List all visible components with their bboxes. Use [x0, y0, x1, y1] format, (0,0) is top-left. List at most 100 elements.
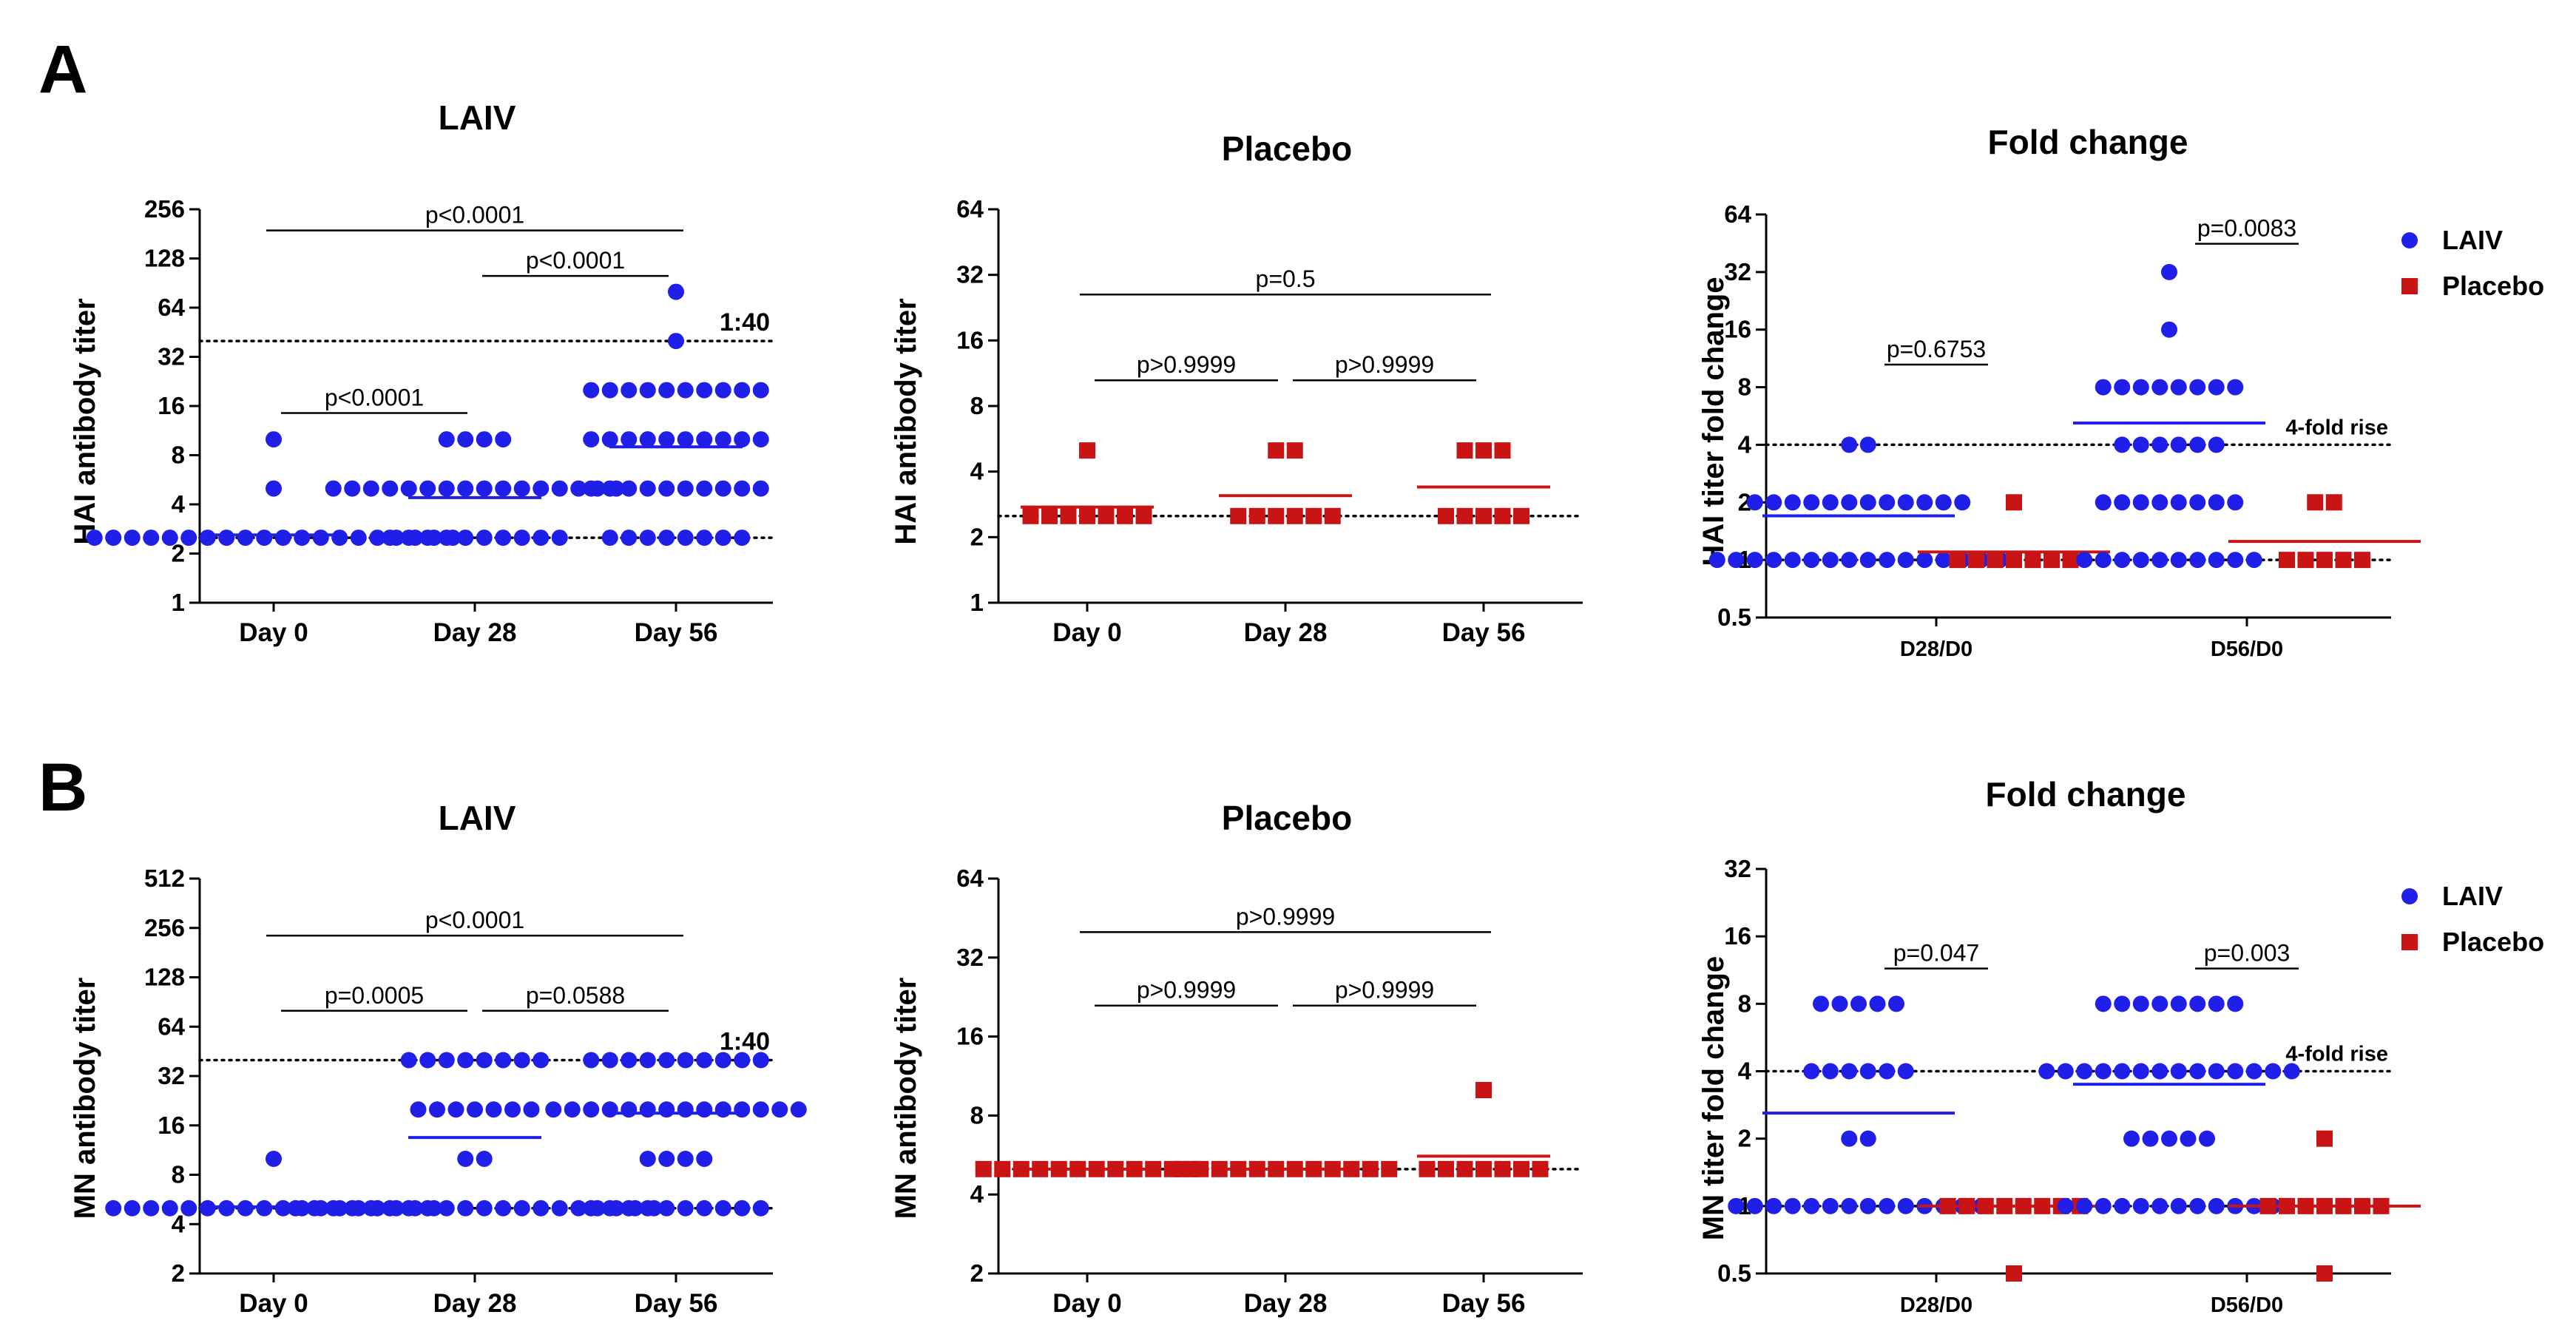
- hai-laiv-day-56-point: [601, 530, 618, 547]
- mn-fold-d28-d0-laiv-point: [1859, 1197, 1876, 1214]
- hai-placebo-day-56-point: [1494, 507, 1511, 524]
- hai-fold-d56-d0-laiv-point: [2114, 379, 2131, 396]
- mn-laiv-y-tick-label: 8: [172, 1161, 185, 1188]
- mn-laiv-p-value-label: p=0.0588: [526, 982, 625, 1009]
- mn-fold-y-tick-label: 16: [1724, 922, 1751, 950]
- hai-fold-x-tick-label-d28-d0: D28/D0: [1900, 637, 1972, 661]
- hai-laiv-x-tick-label-day-56: Day 56: [635, 618, 718, 647]
- mn-fold-d56-d0-laiv-point: [2245, 1063, 2262, 1080]
- mn-laiv-day-56-point: [658, 1151, 675, 1168]
- hai-placebo-day-28-point: [1286, 442, 1303, 459]
- hai-placebo-p-value-label: p>0.9999: [1137, 351, 1236, 378]
- hai-fold-y-tick-label: 0.5: [1717, 603, 1751, 631]
- hai-fold-d56-d0-laiv-point: [2227, 379, 2244, 396]
- mn-fold-d28-d0-laiv-point: [1897, 1063, 1914, 1080]
- mn-laiv-day-56-point: [677, 1151, 694, 1168]
- mn-fold-d28-d0-laiv-point: [1765, 1197, 1782, 1214]
- mn-laiv-y-tick-label: 128: [144, 964, 185, 991]
- hai-placebo-day-56-point: [1475, 442, 1492, 459]
- hai-fold-y-tick-label: 32: [1724, 258, 1751, 285]
- hai-fold-d56-d0-laiv-point: [2095, 494, 2112, 511]
- hai-laiv-day-0-point: [350, 530, 367, 547]
- hai-laiv-chart: LAIV HAI antibody titer 1 2 4 8 16 32 64 128 256…: [69, 98, 774, 647]
- hai-fold-d28-d0-laiv-point: [1841, 552, 1858, 569]
- mn-fold-d56-d0-laiv-point: [2208, 995, 2225, 1012]
- hai-laiv-day-28-point: [438, 480, 455, 497]
- mn-laiv-day-56-point: [771, 1101, 788, 1118]
- hai-laiv-day-28-point: [419, 530, 436, 547]
- mn-laiv-p-value-label: p<0.0001: [425, 907, 524, 933]
- mn-laiv-day-28-point: [476, 1151, 493, 1168]
- mn-laiv-day-28-point: [457, 1052, 474, 1069]
- y-axis-label: MN titer fold change: [1697, 956, 1730, 1240]
- mn-placebo-y-tick-label: 64: [956, 865, 984, 892]
- mn-placebo-day-56-point: [1513, 1160, 1529, 1177]
- hai-laiv-y-tick-label: 1: [172, 589, 185, 616]
- hai-fold-d28-d0-laiv-point: [1954, 494, 1971, 511]
- hai-fold-d28-d0-laiv-point: [1784, 552, 1801, 569]
- hai-fold-d56-d0-placebo-point: [2297, 552, 2314, 569]
- hai-fold-y-tick-label: 8: [1738, 373, 1751, 401]
- mn-fold-d56-d0-laiv-point: [2170, 1197, 2187, 1214]
- hai-laiv-day-56-point: [621, 480, 638, 497]
- mn-fold-d56-d0-laiv-point: [2189, 995, 2206, 1012]
- mn-laiv-day-56-point: [696, 1052, 713, 1069]
- mn-fold-d28-d0-laiv-point: [1888, 995, 1904, 1012]
- mn-placebo-y-tick-label: 2: [970, 1259, 984, 1287]
- hai-laiv-day-56-point: [752, 480, 769, 497]
- mn-laiv-y-tick-label: 32: [158, 1062, 185, 1089]
- chart-title: Placebo: [1222, 799, 1352, 837]
- hai-placebo-chart: Placebo HAI antibody titer 1 2 4 8 16 32 64 Day…: [890, 129, 1584, 647]
- hai-fold-d28-d0-laiv-point: [1728, 552, 1745, 569]
- hai-placebo-day-0-point: [1079, 507, 1095, 524]
- mn-fold-p-value-label: p=0.047: [1893, 940, 1980, 967]
- hai-laiv-day-56-point: [668, 333, 684, 350]
- mn-fold-d56-d0-laiv-point: [2095, 1063, 2112, 1080]
- mn-fold-d56-d0-laiv-point: [2095, 995, 2112, 1012]
- hai-laiv-day-0-point: [266, 480, 282, 497]
- hai-laiv-day-56-point: [677, 382, 694, 399]
- hai-placebo-day-0-point: [1098, 507, 1115, 524]
- mn-laiv-day-28-point: [429, 1101, 445, 1118]
- mn-placebo-y-tick-label: 32: [956, 944, 984, 971]
- hai-fold-d56-d0-placebo-point: [2335, 552, 2352, 569]
- mn-fold-d56-d0-laiv-point: [2265, 1063, 2282, 1080]
- mn-fold-p-value-label: p=0.003: [2204, 940, 2291, 967]
- mn-fold-d56-d0-laiv-point: [2208, 1197, 2225, 1214]
- hai-fold-d56-d0-placebo-point: [2316, 552, 2333, 569]
- hai-fold-d56-d0-laiv-point: [2095, 379, 2112, 396]
- mn-fold-d56-d0-laiv-point: [2180, 1130, 2197, 1147]
- legend-laiv-marker: [2401, 888, 2418, 904]
- hai-placebo-y-tick-label: 1: [970, 589, 984, 616]
- mn-laiv-day-56-point: [734, 1052, 751, 1069]
- hai-laiv-day-28-point: [551, 480, 568, 497]
- hai-laiv-y-tick-label: 32: [158, 343, 185, 371]
- hai-fold-p-value-label: p=0.6753: [1887, 336, 1986, 362]
- hai-fold-d56-d0-laiv-point: [2208, 552, 2225, 569]
- hai-laiv-day-56-point: [639, 480, 656, 497]
- hai-laiv-y-tick-label: 64: [158, 294, 185, 321]
- mn-fold-d28-d0-laiv-point: [1728, 1197, 1745, 1214]
- hai-laiv-day-56-point: [601, 480, 618, 497]
- hai-fold-d56-d0-laiv-point: [2132, 379, 2149, 396]
- mn-laiv-day-28-point: [382, 1200, 399, 1217]
- hai-placebo-day-0-point: [1135, 507, 1152, 524]
- legend-laiv-marker: [2401, 232, 2418, 248]
- panel-label-a: A: [38, 32, 87, 107]
- legend-laiv-label: LAIV: [2442, 881, 2503, 911]
- mn-laiv-threshold-label: 1:40: [720, 1028, 770, 1056]
- hai-laiv-day-28-point: [344, 480, 361, 497]
- hai-fold-x-tick-label-d56-d0: D56/D0: [2211, 637, 2283, 661]
- hai-fold-d56-d0-laiv-point: [2151, 494, 2168, 511]
- hai-laiv-day-0-point: [105, 530, 122, 547]
- mn-placebo-day-28-point: [1173, 1160, 1190, 1177]
- mn-placebo-y-tick-label: 4: [970, 1180, 984, 1208]
- mn-fold-d56-d0-laiv-point: [2114, 995, 2131, 1012]
- mn-placebo-p-value-label: p>0.9999: [1137, 977, 1236, 1004]
- hai-laiv-x-tick-label-day-28: Day 28: [433, 618, 517, 647]
- hai-fold-fold-rise-label: 4-fold rise: [2285, 416, 2388, 439]
- hai-fold-d28-d0-laiv-point: [1859, 436, 1876, 453]
- mn-laiv-day-56-point: [639, 1052, 656, 1069]
- hai-laiv-day-0-point: [218, 530, 235, 547]
- hai-laiv-day-28-point: [419, 480, 436, 497]
